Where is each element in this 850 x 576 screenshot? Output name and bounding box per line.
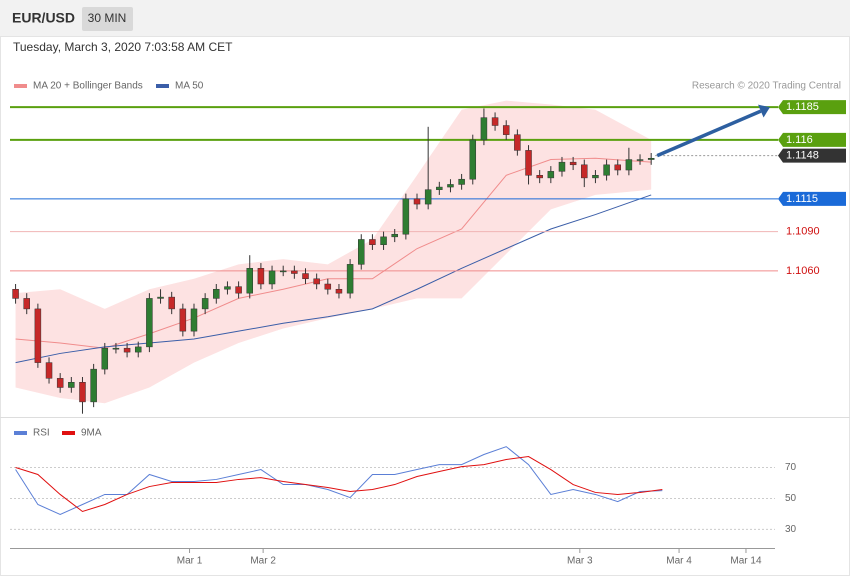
y-tick-label: 50 <box>785 493 797 504</box>
x-tick-label: Mar 1 <box>177 556 203 567</box>
candle-body <box>157 296 164 299</box>
level-label: 1.1090 <box>786 226 820 238</box>
level-chip <box>778 191 846 206</box>
header-bar <box>0 0 850 36</box>
level-label: 1.1115 <box>786 193 818 205</box>
level-chip <box>778 132 846 147</box>
y-tick-label: 70 <box>785 462 797 473</box>
series-line <box>15 446 663 515</box>
candle-body <box>12 288 19 299</box>
candle-body <box>324 283 332 290</box>
level-label: 1.1148 <box>786 150 819 162</box>
candle-body <box>402 198 410 235</box>
candle-body <box>491 117 499 126</box>
legend-swatch <box>14 84 27 88</box>
candle-body <box>592 175 599 179</box>
candle-body <box>101 347 109 370</box>
candle-body <box>268 270 276 285</box>
candle-body <box>647 157 655 160</box>
candle-body <box>79 382 86 403</box>
candle-body <box>413 198 421 205</box>
candle-body <box>302 273 309 280</box>
candle-body <box>525 150 532 176</box>
level-chip <box>778 148 846 163</box>
candle-body <box>23 298 30 310</box>
candle-body <box>346 264 354 294</box>
legend-label: MA 20 + Bollinger Bands <box>33 81 143 92</box>
candle-body <box>358 239 365 265</box>
level-chip <box>778 100 846 115</box>
candle-body <box>257 268 265 285</box>
candle-body <box>469 139 477 180</box>
candle-body <box>90 368 97 403</box>
candle-body <box>224 286 231 290</box>
level-label: 1.116 <box>786 134 813 146</box>
x-tick-label: Mar 2 <box>250 556 276 567</box>
candle-body <box>313 278 320 285</box>
candle-body <box>179 308 187 332</box>
moving-average <box>15 194 652 364</box>
candle-body <box>424 189 432 205</box>
candle-body <box>625 159 633 171</box>
timeframe-chip[interactable] <box>82 7 133 31</box>
candle-body <box>34 308 42 363</box>
candle-body <box>436 186 443 190</box>
forecast-arrow <box>656 109 762 158</box>
candle-body <box>536 175 543 179</box>
candle-body <box>380 236 387 245</box>
x-tick-label: Mar 14 <box>730 556 762 567</box>
candle-body <box>146 298 153 348</box>
candle-body <box>558 161 566 172</box>
candle-body <box>335 288 343 294</box>
x-tick-label: Mar 4 <box>666 556 692 567</box>
legend-swatch <box>14 431 27 435</box>
candle-body <box>547 171 555 179</box>
legend-swatch <box>156 84 169 88</box>
candle-body <box>190 308 198 332</box>
timestamp: Tuesday, March 3, 2020 7:03:58 AM CET <box>13 40 233 54</box>
candle-body <box>447 184 454 188</box>
candle-body <box>291 270 298 274</box>
candle-body <box>458 178 465 185</box>
candle-body <box>201 298 209 310</box>
candle-body <box>581 164 588 179</box>
credit: Research © 2020 Trading Central <box>692 81 841 92</box>
legend-label: 9MA <box>81 428 102 439</box>
candle-body <box>369 239 376 245</box>
candle-body <box>235 286 242 294</box>
legend-label: MA 50 <box>175 81 204 92</box>
level-label: 1.1185 <box>786 101 819 113</box>
candle-body <box>603 164 610 176</box>
candle-body <box>246 268 253 294</box>
legend-swatch <box>62 431 75 435</box>
candle-body <box>45 362 53 379</box>
candle-body <box>112 347 120 350</box>
candle-body <box>502 125 510 135</box>
candle-body <box>279 270 287 273</box>
timeframe[interactable]: 30 MIN <box>88 11 127 25</box>
candle-body <box>123 347 131 353</box>
chart-title: EUR/USD <box>12 10 75 26</box>
candle-body <box>514 134 521 151</box>
candle-body <box>569 161 577 166</box>
level-label: 1.1060 <box>786 265 820 277</box>
candle-body <box>480 117 488 141</box>
candle-body <box>636 159 644 161</box>
candle-body <box>68 382 75 388</box>
x-tick-label: Mar 3 <box>567 556 593 567</box>
legend-label: RSI <box>33 428 50 439</box>
y-tick-label: 30 <box>785 524 797 535</box>
candle-body <box>134 346 142 353</box>
candle-body <box>168 296 175 310</box>
candle-body <box>614 164 621 171</box>
bollinger-band <box>15 100 652 404</box>
candle-body <box>391 233 398 238</box>
series-line <box>15 456 663 513</box>
candle-body <box>213 288 220 299</box>
candle-body <box>56 378 64 388</box>
forecast-arrowhead <box>758 104 770 118</box>
